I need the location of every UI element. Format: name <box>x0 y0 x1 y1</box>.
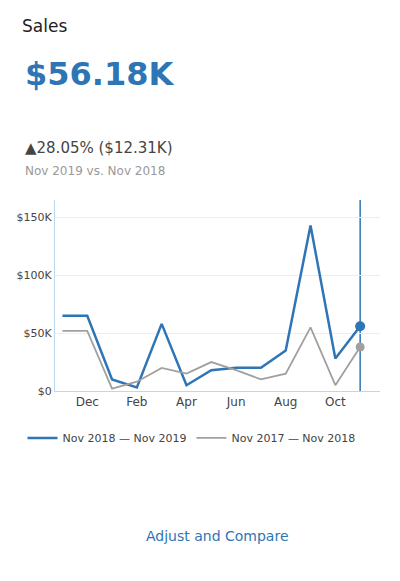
svg-text:Feb: Feb <box>126 395 147 409</box>
svg-text:$100K: $100K <box>17 269 53 282</box>
svg-text:Oct: Oct <box>325 395 346 409</box>
svg-text:Aug: Aug <box>274 395 297 409</box>
svg-text:$50K: $50K <box>24 327 53 340</box>
svg-text:Dec: Dec <box>76 395 99 409</box>
svg-text:Nov 2018 — Nov 2019: Nov 2018 — Nov 2019 <box>63 432 187 445</box>
svg-text:$150K: $150K <box>17 211 53 224</box>
svg-text:Jun: Jun <box>226 395 246 409</box>
svg-text:Nov 2019 vs. Nov 2018: Nov 2019 vs. Nov 2018 <box>25 164 165 178</box>
svg-text:▲28.05% ($12.31K): ▲28.05% ($12.31K) <box>25 139 173 157</box>
svg-text:Adjust and Compare: Adjust and Compare <box>146 528 289 544</box>
svg-text:Sales: Sales <box>22 16 67 36</box>
svg-text:Nov 2017 — Nov 2018: Nov 2017 — Nov 2018 <box>231 432 355 445</box>
svg-text:$56.18K: $56.18K <box>25 55 174 93</box>
svg-text:Apr: Apr <box>176 395 197 409</box>
svg-text:$0: $0 <box>38 385 52 398</box>
